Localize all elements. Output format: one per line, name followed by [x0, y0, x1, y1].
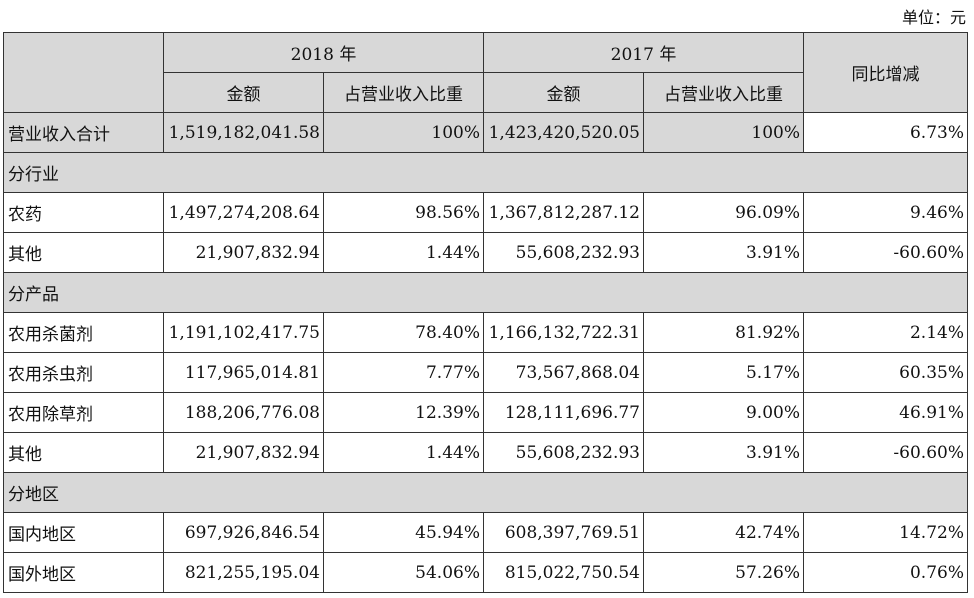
yoy-cell: 9.46%: [803, 192, 968, 233]
amount-2018-cell: 117,965,014.81: [163, 352, 324, 393]
amount-2017-cell: 1,423,420,520.05: [483, 112, 644, 153]
ratio-2017-cell: 9.00%: [643, 392, 804, 433]
row-label: 其他: [3, 232, 164, 273]
row-label: 农药: [3, 192, 164, 233]
ratio-2017-cell: 3.91%: [643, 432, 804, 473]
amount-2017-cell: 1,166,132,722.31: [483, 312, 644, 353]
ratio-2017-cell: 96.09%: [643, 192, 804, 233]
ratio-2017-cell: 81.92%: [643, 312, 804, 353]
row-label: 农用杀菌剂: [3, 312, 164, 353]
table-row: 国外地区 821,255,195.04 54.06% 815,022,750.54 57…: [3, 552, 968, 593]
row-label: 其他: [3, 432, 164, 473]
yoy-cell: 6.73%: [803, 112, 968, 153]
table-row: 其他 21,907,832.94 1.44% 55,608,232.93 3.91% -6…: [3, 432, 968, 473]
ratio-2018-cell: 12.39%: [323, 392, 484, 433]
header-ratio-2018: 占营业收入比重: [323, 72, 484, 113]
amount-2018-cell: 821,255,195.04: [163, 552, 324, 593]
section-header-row: 分行业: [3, 152, 968, 193]
header-amount-2018: 金额: [163, 72, 324, 113]
section-title: 分产品: [3, 272, 968, 313]
row-label: 农用杀虫剂: [3, 352, 164, 393]
table-row: 农药 1,497,274,208.64 98.56% 1,367,812,287.12…: [3, 192, 968, 233]
yoy-cell: 2.14%: [803, 312, 968, 353]
section-title: 分地区: [3, 472, 968, 513]
table-row: 农用杀虫剂 117,965,014.81 7.77% 73,567,868.04 5.1…: [3, 352, 968, 393]
ratio-2018-cell: 54.06%: [323, 552, 484, 593]
header-row-columns: 金额 占营业收入比重 金额 占营业收入比重: [4, 72, 968, 113]
amount-2017-cell: 815,022,750.54: [483, 552, 644, 593]
header-yoy: 同比增减: [803, 32, 968, 113]
amount-2017-cell: 608,397,769.51: [483, 512, 644, 553]
amount-2018-cell: 21,907,832.94: [163, 432, 324, 473]
row-label: 国外地区: [3, 552, 164, 593]
amount-2017-cell: 128,111,696.77: [483, 392, 644, 433]
yoy-cell: -60.60%: [803, 232, 968, 273]
unit-label: 单位：元: [901, 8, 966, 27]
ratio-2018-cell: 100%: [323, 112, 484, 153]
row-label: 国内地区: [3, 512, 164, 553]
amount-2018-cell: 1,519,182,041.58: [163, 112, 324, 153]
ratio-2018-cell: 78.40%: [323, 312, 484, 353]
header-year-2018: 2018 年: [163, 32, 484, 73]
ratio-2018-cell: 98.56%: [323, 192, 484, 233]
header-ratio-2017: 占营业收入比重: [643, 72, 804, 113]
yoy-cell: 14.72%: [803, 512, 968, 553]
amount-2018-cell: 21,907,832.94: [163, 232, 324, 273]
table-row: 农用除草剂 188,206,776.08 12.39% 128,111,696.77 9…: [3, 392, 968, 433]
header-year-2017: 2017 年: [483, 32, 804, 73]
header-row-years: 2018 年 2017 年 同比增减: [3, 32, 968, 113]
amount-2018-cell: 188,206,776.08: [163, 392, 324, 433]
row-label: 营业收入合计: [3, 112, 164, 153]
ratio-2018-cell: 45.94%: [323, 512, 484, 553]
ratio-2018-cell: 7.77%: [323, 352, 484, 393]
yoy-cell: 60.35%: [803, 352, 968, 393]
section-header-row: 分产品: [3, 272, 968, 313]
amount-2018-cell: 1,497,274,208.64: [163, 192, 324, 233]
ratio-2017-cell: 57.26%: [643, 552, 804, 593]
table-row: 国内地区 697,926,846.54 45.94% 608,397,769.51 42…: [3, 512, 968, 553]
ratio-2017-cell: 100%: [643, 112, 804, 153]
yoy-cell: -60.60%: [803, 432, 968, 473]
amount-2017-cell: 1,367,812,287.12: [483, 192, 644, 233]
amount-2017-cell: 73,567,868.04: [483, 352, 644, 393]
table-row: 农用杀菌剂 1,191,102,417.75 78.40% 1,166,132,722…: [3, 312, 968, 353]
revenue-table: 2018 年 2017 年 同比增减 金额 占营业收入比重 金额 占营业收入比重…: [3, 32, 968, 593]
table-body: 营业收入合计 1,519,182,041.58 100% 1,423,420,5…: [3, 112, 968, 593]
ratio-2017-cell: 3.91%: [643, 232, 804, 273]
section-title: 分行业: [3, 152, 968, 193]
ratio-2017-cell: 42.74%: [643, 512, 804, 553]
ratio-2017-cell: 5.17%: [643, 352, 804, 393]
amount-2017-cell: 55,608,232.93: [483, 432, 644, 473]
table-row: 其他 21,907,832.94 1.44% 55,608,232.93 3.91% -6…: [3, 232, 968, 273]
amount-2018-cell: 697,926,846.54: [163, 512, 324, 553]
header-amount-2017: 金额: [483, 72, 644, 113]
yoy-cell: 0.76%: [803, 552, 968, 593]
yoy-cell: 46.91%: [803, 392, 968, 433]
row-label: 农用除草剂: [3, 392, 164, 433]
ratio-2018-cell: 1.44%: [323, 232, 484, 273]
total-row: 营业收入合计 1,519,182,041.58 100% 1,423,420,5…: [3, 112, 968, 153]
ratio-2018-cell: 1.44%: [323, 432, 484, 473]
section-header-row: 分地区: [3, 472, 968, 513]
amount-2018-cell: 1,191,102,417.75: [163, 312, 324, 353]
header-blank-cell: [3, 32, 164, 113]
amount-2017-cell: 55,608,232.93: [483, 232, 644, 273]
